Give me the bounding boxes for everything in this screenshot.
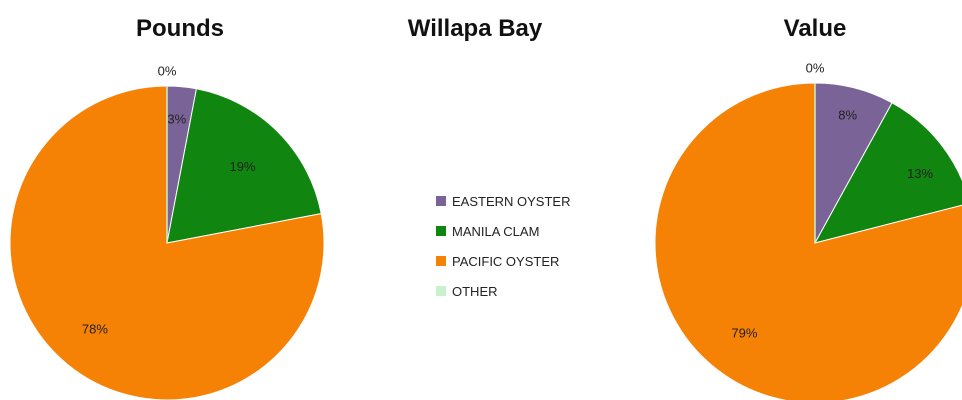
legend-swatch-pacific-oyster [436,256,446,266]
legend: EASTERN OYSTER MANILA CLAM PACIFIC OYSTE… [436,194,570,299]
legend-label-other: OTHER [452,284,498,299]
pounds-slice-pacific-oyster [9,85,325,400]
legend-label-eastern-oyster: EASTERN OYSTER [452,194,570,209]
value-chart-title: Value [784,15,847,42]
legend-swatch-manila-clam [436,226,446,236]
value-label-eastern-oyster: 8% [838,107,857,122]
pounds-label-eastern-oyster: 3% [167,111,186,126]
pounds-chart-title: Pounds [136,15,224,42]
legend-label-pacific-oyster: PACIFIC OYSTER [452,254,559,269]
pounds-label-other: 0% [158,63,177,78]
value-slice-pacific-oyster [654,82,962,400]
pounds-slice-manila-clam [166,88,322,244]
pounds-label-pacific-oyster: 78% [82,322,108,337]
value-pie-chart: 8% 13% 79% 0% [654,60,962,400]
value-label-manila-clam: 13% [907,166,933,181]
legend-swatch-eastern-oyster [436,196,446,206]
legend-swatch-other [436,286,446,296]
legend-label-manila-clam: MANILA CLAM [452,224,539,239]
pounds-label-manila-clam: 19% [229,159,255,174]
pounds-pie-chart: 3% 19% 78% 0% [9,63,325,400]
value-slice-manila-clam [814,102,962,244]
value-label-other: 0% [806,60,825,75]
value-label-pacific-oyster: 79% [731,325,757,340]
page-title: Willapa Bay [408,15,543,42]
